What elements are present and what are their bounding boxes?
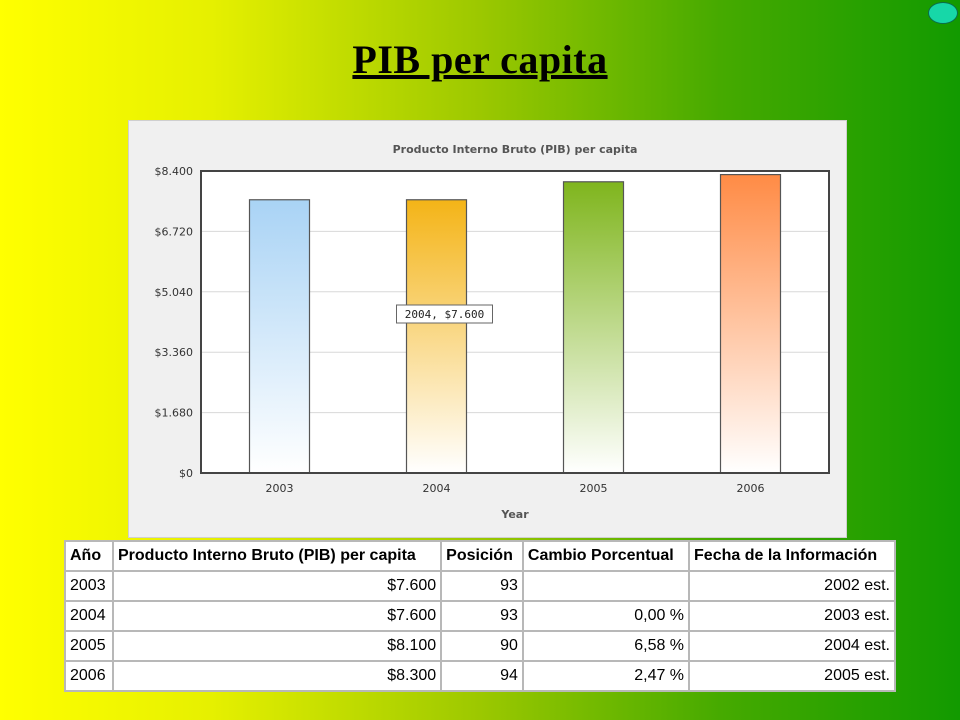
header-position: Posición — [440, 540, 524, 572]
tooltip-text: 2004, $7.600 — [405, 308, 484, 321]
cell-year: 2006 — [64, 660, 114, 692]
cell-percent-change: 6,58 % — [521, 630, 691, 662]
y-tick-label: $5.040 — [155, 286, 194, 299]
slide-title: PIB per capita — [352, 37, 608, 82]
table-row: 2004 $7.600 93 0,00 % 2003 est. — [64, 600, 896, 632]
y-tick-label: $6.720 — [155, 225, 194, 238]
cell-pib: $7.600 — [111, 570, 443, 602]
x-tick-label: 2003 — [266, 482, 294, 495]
x-tick-label: 2005 — [580, 482, 608, 495]
header-year: Año — [64, 540, 114, 572]
cell-percent-change: 2,47 % — [521, 660, 691, 692]
bar-2005[interactable] — [562, 181, 625, 474]
x-axis-label: Year — [500, 508, 529, 521]
plot-frame — [200, 170, 830, 474]
bar-2004[interactable] — [405, 199, 468, 474]
bar-tooltip: 2004, $7.600 — [396, 304, 493, 324]
cell-position: 94 — [440, 660, 524, 692]
cell-pib: $8.300 — [111, 660, 443, 692]
bar-2003[interactable] — [248, 199, 311, 474]
table-header-row: Año Producto Interno Bruto (PIB) per cap… — [64, 540, 896, 572]
cell-info-date: 2002 est. — [688, 570, 896, 602]
chart-title: Producto Interno Bruto (PIB) per capita — [393, 143, 638, 156]
y-tick-label: $0 — [179, 467, 193, 480]
cell-position: 93 — [440, 600, 524, 632]
cell-year: 2005 — [64, 630, 114, 662]
cell-info-date: 2003 est. — [688, 600, 896, 632]
cell-percent-change: 0,00 % — [521, 600, 691, 632]
cell-info-date: 2005 est. — [688, 660, 896, 692]
table-row: 2006 $8.300 94 2,47 % 2005 est. — [64, 660, 896, 692]
cell-pib: $8.100 — [111, 630, 443, 662]
bar-2006[interactable] — [719, 173, 782, 474]
cell-year: 2003 — [64, 570, 114, 602]
table-row: 2003 $7.600 93 2002 est. — [64, 570, 896, 602]
pib-data-table: Año Producto Interno Bruto (PIB) per cap… — [64, 540, 896, 692]
chart-panel: Producto Interno Bruto (PIB) per capita … — [128, 120, 847, 538]
x-tick-label: 2004 — [423, 482, 451, 495]
header-percent-change: Cambio Porcentual — [521, 540, 691, 572]
cell-position: 93 — [440, 570, 524, 602]
header-pib: Producto Interno Bruto (PIB) per capita — [111, 540, 443, 572]
y-tick-label: $8.400 — [155, 165, 194, 178]
header-info-date: Fecha de la Información — [688, 540, 896, 572]
y-tick-label: $3.360 — [155, 346, 194, 359]
y-tick-label: $1.680 — [155, 407, 194, 420]
cell-position: 90 — [440, 630, 524, 662]
table-row: 2005 $8.100 90 6,58 % 2004 est. — [64, 630, 896, 662]
cell-year: 2004 — [64, 600, 114, 632]
corner-action-button[interactable] — [928, 2, 958, 24]
cell-pib: $7.600 — [111, 600, 443, 632]
cell-percent-change — [521, 570, 691, 602]
cell-info-date: 2004 est. — [688, 630, 896, 662]
x-tick-label: 2006 — [737, 482, 765, 495]
bar-chart: Producto Interno Bruto (PIB) per capita … — [155, 143, 830, 521]
